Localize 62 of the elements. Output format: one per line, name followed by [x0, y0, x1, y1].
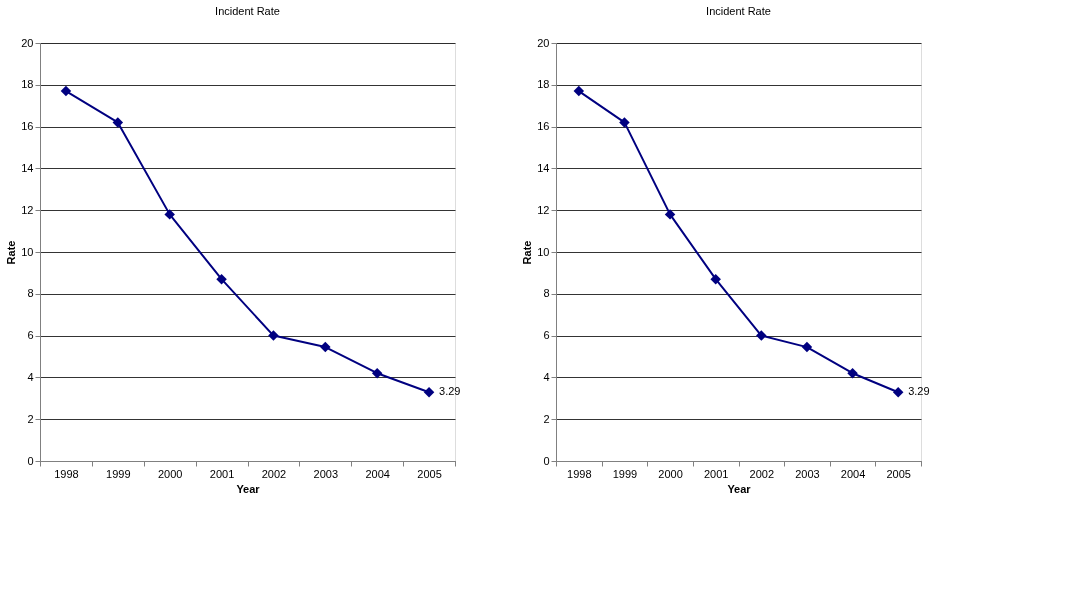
point [60, 85, 72, 97]
y-tick-label: 18 [21, 78, 34, 91]
point [268, 330, 279, 341]
data-label: 3.29 [439, 385, 461, 398]
y-tick-label: 4 [27, 370, 34, 383]
x-tick-label: 2003 [795, 467, 820, 480]
y-tick-label: 2 [543, 412, 550, 425]
point [664, 209, 676, 220]
x-tick-label: 2003 [313, 467, 339, 480]
point [710, 273, 721, 285]
y-tick-label: 14 [537, 161, 550, 174]
x-tick-label: 2005 [886, 467, 911, 480]
y-tick-label: 6 [27, 329, 34, 342]
y-tick-label: 10 [21, 245, 34, 258]
x-tick-label: 2000 [157, 467, 183, 480]
x-axis-title: Year [727, 482, 752, 495]
y-tick-label: 20 [537, 36, 550, 49]
point [371, 367, 383, 379]
point [801, 341, 813, 353]
point [847, 367, 858, 379]
y-axis-title: Rate [521, 240, 534, 265]
y-tick-label: 12 [537, 203, 550, 216]
y-tick-label: 18 [537, 78, 550, 91]
chart-title: Incident Rate [215, 5, 280, 17]
x-tick-label: 1998 [54, 467, 79, 480]
x-tick-label: 2001 [703, 467, 729, 480]
y-tick-label: 20 [21, 36, 34, 49]
x-tick-label: 1999 [612, 467, 638, 480]
x-tick-label: 2005 [417, 467, 442, 480]
x-tick-label: 2004 [365, 467, 390, 480]
y-axis-title: Rate [5, 240, 18, 265]
y-tick-label: 12 [21, 203, 34, 216]
point [320, 341, 331, 353]
chart-title: Incident Rate [706, 5, 771, 17]
x-tick-label: 2001 [209, 467, 235, 480]
y-tick-label: 8 [27, 287, 34, 300]
point [164, 209, 175, 220]
point [573, 85, 585, 97]
x-tick-label: 1999 [106, 467, 131, 480]
y-tick-label: 10 [537, 245, 550, 258]
y-tick-label: 6 [543, 329, 550, 342]
y-tick-label: 8 [543, 287, 550, 300]
y-tick-label: 2 [27, 412, 34, 425]
y-tick-label: 4 [543, 370, 550, 383]
point [216, 273, 227, 285]
x-tick-label: 2004 [840, 467, 866, 480]
point [423, 387, 435, 398]
x-axis-title: Year [236, 482, 261, 495]
x-tick-label: 2002 [261, 467, 287, 480]
y-tick-label: 0 [543, 454, 550, 467]
x-tick-label: 2002 [749, 467, 775, 480]
x-tick-label: 1998 [567, 467, 592, 480]
point [619, 117, 630, 128]
x-tick-label: 2000 [658, 467, 683, 480]
data-label: 3.29 [908, 385, 930, 398]
y-tick-label: 14 [21, 161, 34, 174]
point [112, 117, 124, 128]
y-tick-label: 16 [537, 120, 550, 133]
point [892, 387, 904, 398]
point [756, 330, 767, 341]
y-tick-label: 0 [27, 454, 34, 467]
y-tick-label: 16 [21, 120, 34, 133]
